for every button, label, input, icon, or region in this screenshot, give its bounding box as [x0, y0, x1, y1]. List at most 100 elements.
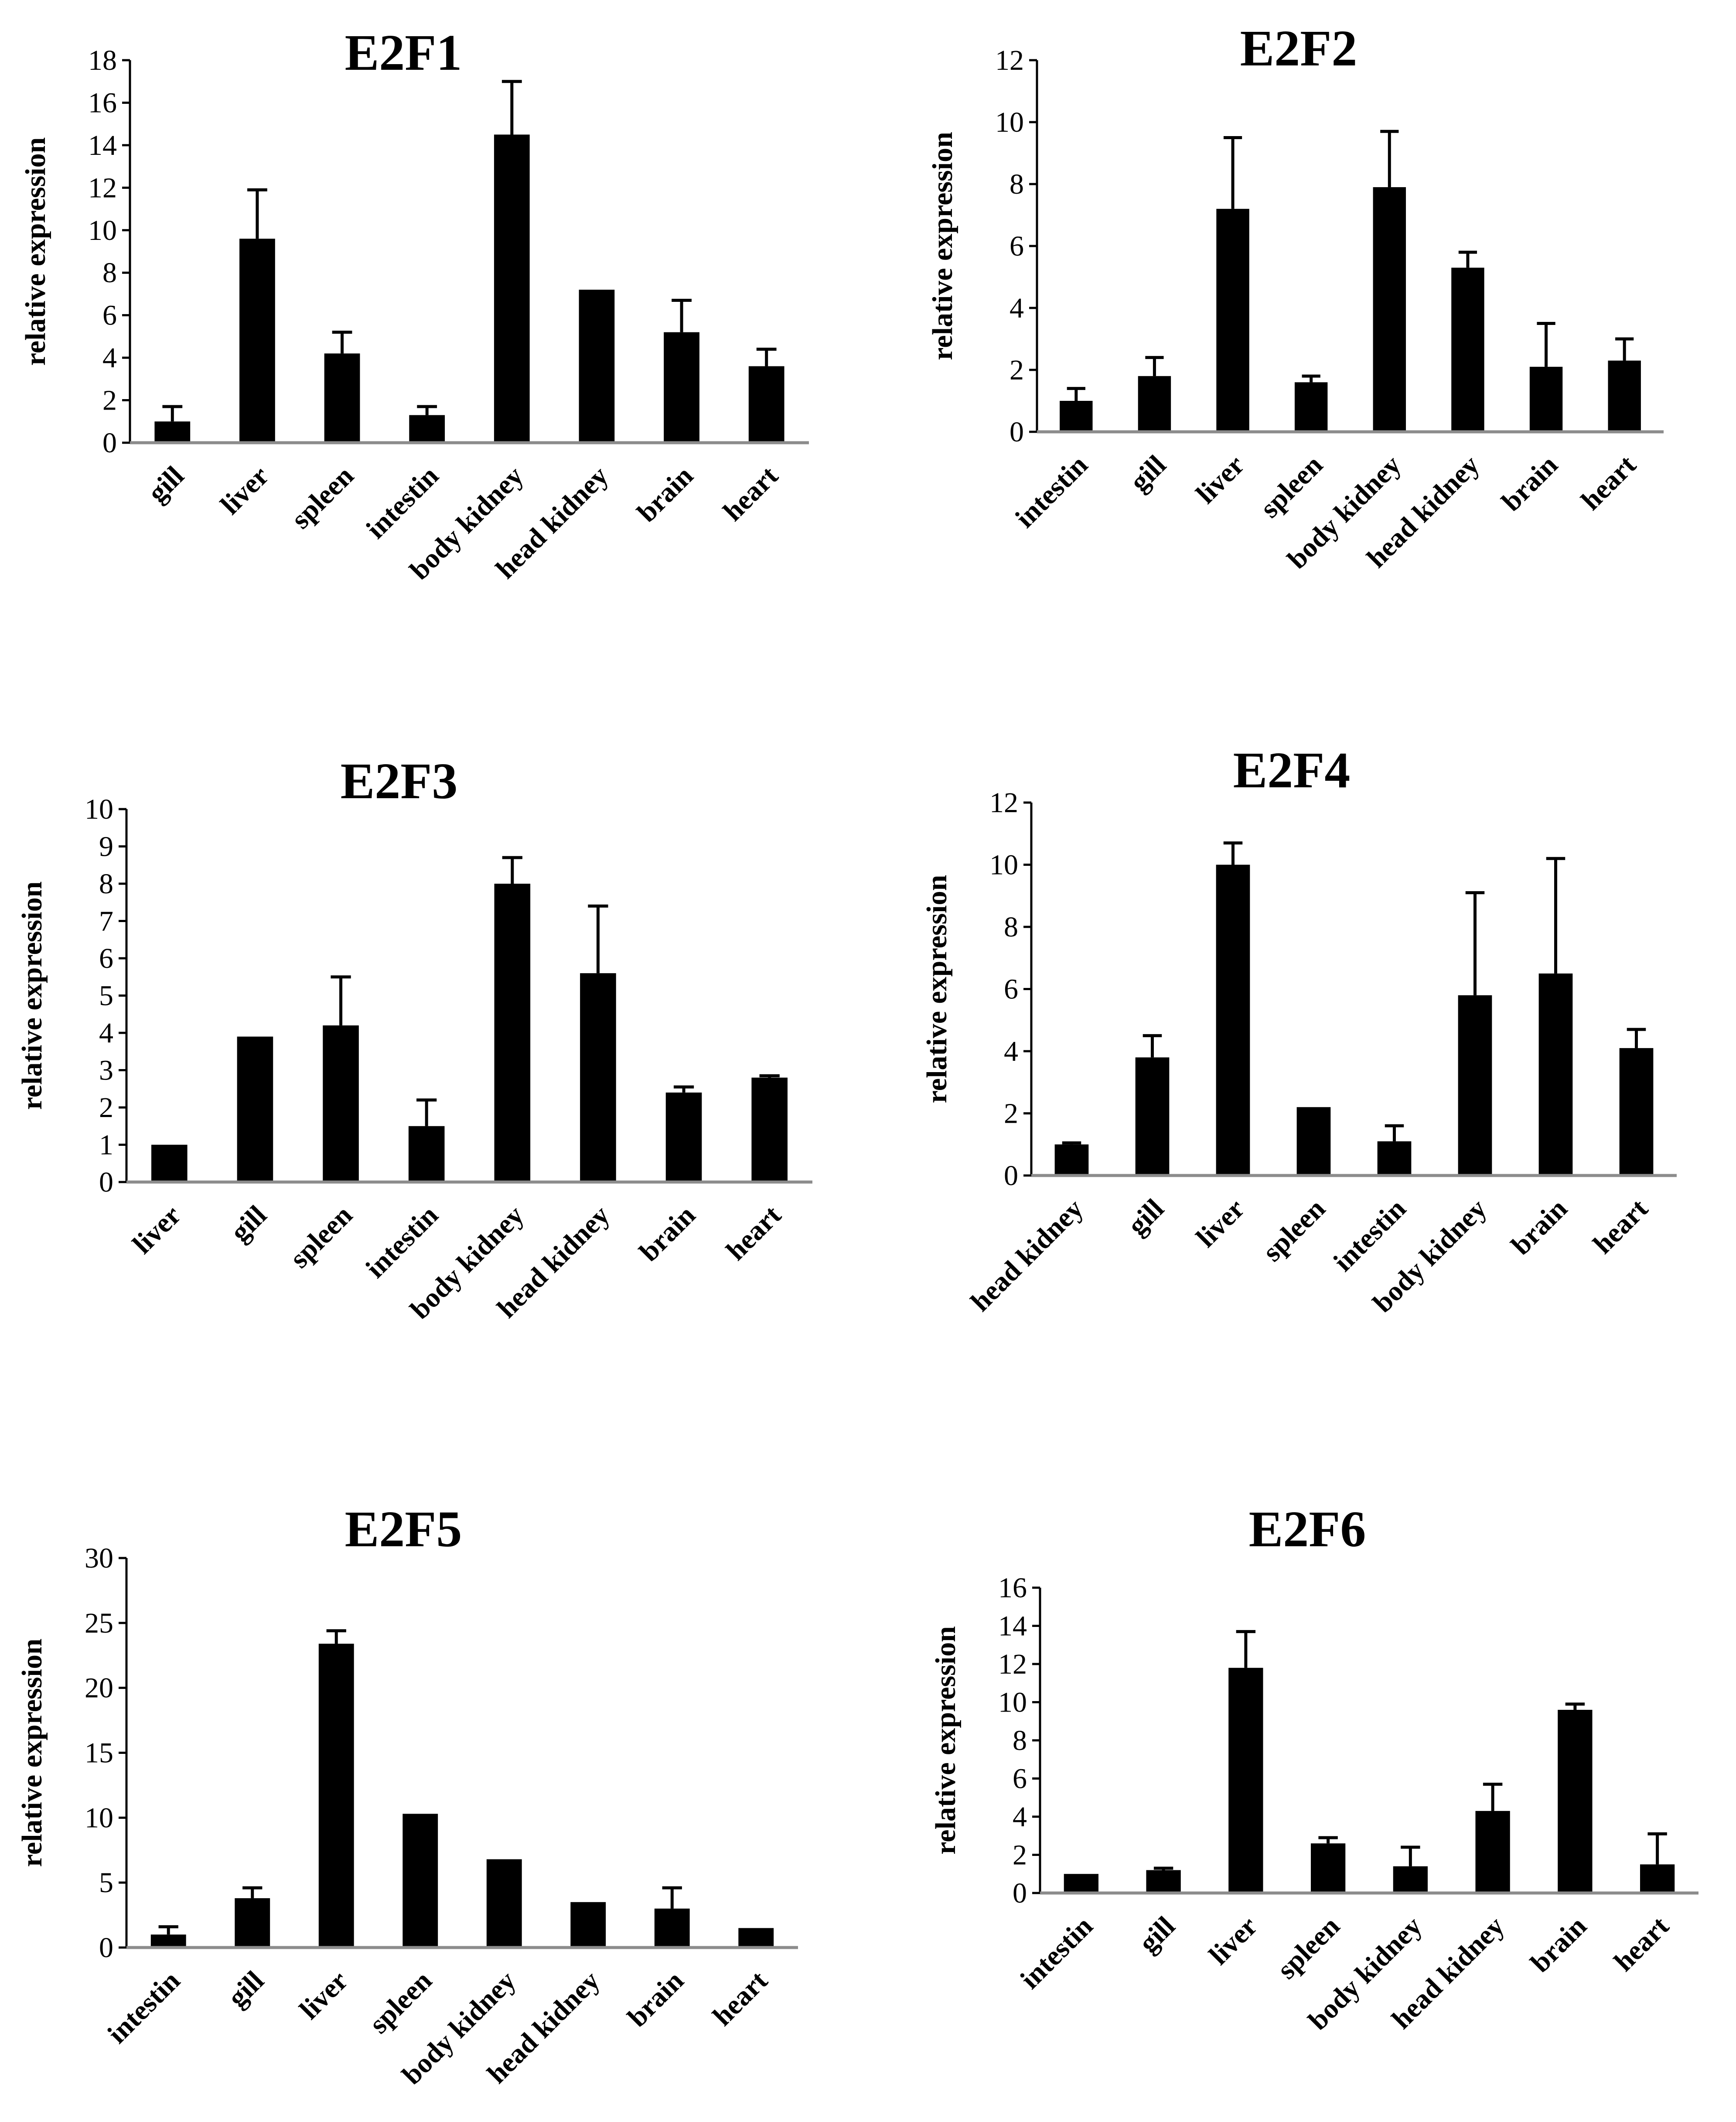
category-label: brain: [631, 460, 699, 528]
category-label: heart: [1587, 1193, 1654, 1260]
category-label: gill: [1124, 449, 1172, 498]
y-axis-title: relative expression: [16, 1639, 48, 1867]
category-label: heart: [1608, 1910, 1675, 1977]
y-tick-label: 0: [102, 427, 117, 459]
y-tick-label: 12: [989, 787, 1018, 819]
category-label: gill: [222, 1965, 270, 2013]
bar-body-kidney: [486, 1859, 522, 1948]
y-tick-label: 2: [1004, 1098, 1018, 1130]
chart-panel-e2f1: E2F1 relative expression 0 2 4 6 8 10 12 14 16 18 gi…: [20, 24, 809, 586]
chart-title: E2F6: [1249, 1500, 1366, 1558]
y-tick-label: 4: [99, 1017, 113, 1049]
category-label: liver: [293, 1965, 354, 2025]
y-tick-label: 7: [99, 906, 113, 937]
category-label: brain: [1525, 1910, 1593, 1978]
bar-gill: [1135, 1057, 1170, 1175]
bar-body-kidney: [1373, 187, 1406, 432]
chart-title: E2F5: [345, 1500, 462, 1558]
bar-body-kidney: [1393, 1866, 1428, 1893]
bar-intestin: [408, 1126, 445, 1182]
y-tick-label: 16: [998, 1572, 1027, 1604]
bar-spleen: [1310, 1843, 1346, 1893]
y-tick-label: 10: [989, 849, 1018, 881]
category-label: gill: [1132, 1910, 1181, 1959]
category-label: liver: [1190, 449, 1250, 509]
bar-brain: [1538, 973, 1573, 1175]
bar-intestin: [1060, 401, 1093, 432]
category-label: spleen: [1254, 449, 1329, 524]
category-label: heart: [1575, 449, 1642, 516]
bar-head-kidney: [580, 973, 616, 1182]
y-tick-label: 0: [1010, 416, 1024, 448]
bar-liver: [1228, 1668, 1263, 1893]
category-label: spleen: [1257, 1193, 1331, 1268]
y-tick-label: 0: [99, 1932, 113, 1964]
bar-liver: [318, 1644, 354, 1948]
category-label: spleen: [284, 1199, 358, 1274]
y-tick-label: 12: [995, 44, 1024, 76]
chart-panel-e2f3: E2F3 relative expression 0 1 2 3 4 5 6 7 8 9 10 liver…: [16, 752, 812, 1325]
category-label: brain: [1505, 1193, 1573, 1261]
bar-liver: [151, 1145, 188, 1182]
bar-liver: [1216, 208, 1249, 432]
bar-gill: [154, 421, 191, 443]
y-tick-label: 3: [99, 1055, 113, 1087]
bar-intestin: [150, 1934, 186, 1948]
y-axis-title: relative expression: [16, 882, 48, 1110]
bar-spleen: [1294, 382, 1328, 432]
y-tick-label: 10: [85, 793, 113, 825]
y-tick-label: 6: [99, 943, 113, 974]
y-tick-label: 6: [1004, 974, 1018, 1005]
bar-brain: [665, 1092, 702, 1182]
y-tick-label: 5: [99, 1867, 113, 1899]
category-label: heart: [706, 1965, 774, 2032]
y-tick-label: 20: [85, 1672, 113, 1704]
chart-panel-e2f6: E2F6 relative expression 0 2 4 6 8 10 12 14 16 inte…: [930, 1500, 1698, 2036]
bar-head-kidney: [1451, 267, 1484, 432]
y-tick-label: 2: [1013, 1839, 1027, 1871]
y-axis-title: relative expression: [921, 875, 953, 1104]
y-tick-label: 4: [1004, 1035, 1018, 1067]
category-label: spleen: [1271, 1910, 1346, 1985]
bar-liver: [1216, 865, 1250, 1175]
bar-head-kidney: [1475, 1811, 1510, 1893]
chart-title: E2F2: [1240, 20, 1357, 77]
bar-heart: [738, 1928, 774, 1948]
category-label: gill: [224, 1199, 273, 1248]
chart-panel-e2f2: E2F2 relative expression 0 2 4 6 8 10 12 intestin…: [927, 20, 1664, 575]
y-tick-label: 4: [1010, 292, 1024, 324]
y-tick-label: 12: [998, 1648, 1027, 1680]
y-tick-label: 25: [85, 1607, 113, 1639]
bar-spleen: [1296, 1107, 1331, 1175]
y-tick-label: 18: [88, 44, 117, 76]
y-axis-title: relative expression: [20, 137, 51, 366]
category-label: spleen: [285, 460, 360, 535]
bar-brain: [1529, 366, 1563, 432]
bar-spleen: [402, 1814, 438, 1948]
category-label: head kidney: [965, 1193, 1089, 1317]
bar-intestin: [1377, 1141, 1412, 1175]
y-tick-label: 6: [1013, 1763, 1027, 1795]
bar-intestin: [409, 415, 445, 443]
y-tick-label: 2: [102, 385, 117, 417]
category-label: brain: [633, 1199, 701, 1268]
chart-title: E2F1: [345, 24, 462, 81]
bar-body-kidney: [1458, 995, 1492, 1175]
category-label: heart: [717, 460, 784, 527]
bar-heart: [751, 1077, 788, 1182]
bar-head-kidney: [1054, 1144, 1089, 1175]
category-label: gill: [142, 460, 190, 509]
y-tick-label: 6: [102, 300, 117, 331]
chart-panel-e2f5: E2F5 relative expression 0 5 10 15 20 25 30 intes…: [16, 1500, 798, 2091]
bar-intestin: [1064, 1874, 1099, 1893]
y-tick-label: 0: [1004, 1160, 1018, 1192]
category-label: liver: [1203, 1910, 1263, 1971]
category-label: brain: [621, 1965, 689, 2033]
category-label: intestin: [102, 1965, 186, 2050]
category-label: liver: [126, 1199, 187, 1260]
y-tick-label: 2: [99, 1092, 113, 1124]
bar-body-kidney: [494, 134, 530, 443]
y-tick-label: 2: [1010, 354, 1024, 386]
category-label: intestin: [360, 460, 445, 545]
